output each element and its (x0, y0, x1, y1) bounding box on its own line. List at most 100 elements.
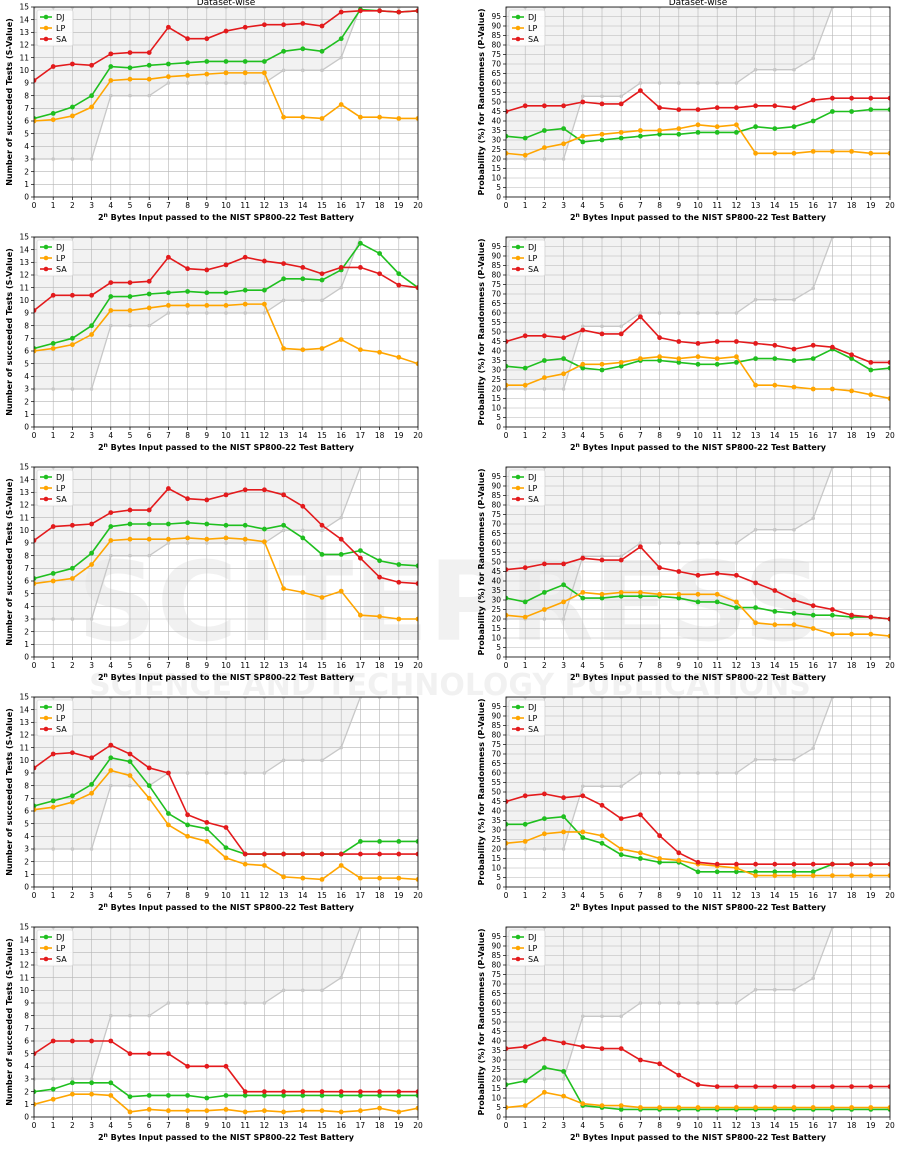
reference-point (869, 697, 873, 699)
reference-point (243, 311, 247, 315)
x-tick-label: 1 (523, 661, 528, 670)
data-point-dj (127, 759, 133, 764)
data-point-dj (580, 139, 586, 145)
reference-point (262, 927, 267, 929)
reference-point (358, 237, 363, 239)
reference-point (320, 7, 324, 9)
data-point-sa (599, 101, 605, 107)
x-tick-label: 4 (580, 1121, 585, 1130)
reference-point (734, 237, 739, 239)
data-point-dj (281, 1093, 286, 1098)
data-point-lp (204, 303, 210, 308)
reference-point (301, 528, 305, 533)
data-point-sa (338, 9, 344, 15)
y-tick-label: 0 (496, 193, 501, 202)
y-tick-label: 20 (491, 1075, 501, 1084)
y-tick-label: 6 (24, 807, 29, 816)
data-point-sa (753, 341, 758, 346)
data-point-dj (657, 859, 662, 865)
data-point-sa (204, 497, 210, 503)
y-tick-label: 55 (491, 88, 501, 97)
data-point-sa (599, 1046, 605, 1051)
data-point-lp (262, 1108, 267, 1114)
x-tick-label: 6 (619, 201, 624, 210)
data-point-dj (377, 839, 382, 844)
y-tick-label: 10 (19, 986, 29, 995)
data-point-sa (830, 1084, 835, 1089)
x-tick-label: 8 (657, 891, 662, 900)
data-point-sa (791, 861, 797, 867)
legend-label-dj: DJ (528, 13, 537, 22)
data-point-sa (242, 851, 248, 857)
y-tick-label: 95 (491, 242, 501, 251)
data-point-lp (300, 347, 306, 353)
reference-point (185, 1001, 190, 1005)
data-point-lp (580, 829, 586, 835)
legend: DJ LP SA (508, 239, 546, 277)
reference-point (262, 311, 267, 315)
data-point-dj (146, 1093, 152, 1098)
reference-point (89, 157, 94, 161)
reference-point (506, 617, 508, 621)
x-tick-label: 9 (204, 661, 209, 670)
data-point-sa (599, 802, 605, 808)
data-point-dj (223, 522, 229, 528)
data-point-lp (542, 831, 547, 837)
reference-point (109, 237, 113, 239)
y-tick-label: 95 (491, 932, 501, 941)
data-point-sa (89, 292, 94, 298)
data-point-dj (599, 595, 605, 601)
x-tick-label: 3 (561, 431, 566, 440)
data-point-dj (810, 612, 816, 618)
data-point-dj (542, 1065, 547, 1070)
reference-point (281, 68, 286, 73)
data-point-sa (830, 95, 835, 101)
data-point-sa (70, 1038, 75, 1044)
data-point-lp (34, 581, 37, 586)
data-point-dj (166, 61, 171, 67)
reference-point (301, 237, 305, 239)
reference-point (506, 1077, 508, 1081)
reference-point (301, 7, 305, 9)
reference-point (542, 847, 547, 851)
reference-point (753, 527, 758, 532)
x-tick-label: 16 (336, 201, 346, 210)
reference-point (506, 157, 508, 161)
data-point-sa (223, 825, 229, 830)
data-point-dj (618, 1107, 624, 1112)
data-point-dj (127, 294, 133, 299)
y-tick-label: 70 (491, 520, 501, 529)
data-point-sa (146, 1051, 152, 1057)
reference-point (849, 237, 854, 239)
x-tick-label: 9 (676, 1121, 681, 1130)
reference-point (715, 467, 719, 469)
data-point-sa (377, 1089, 382, 1095)
data-point-sa (580, 555, 586, 561)
data-point-dj (791, 610, 797, 616)
reference-point (657, 697, 662, 699)
plot-area (506, 7, 890, 197)
data-point-lp (185, 833, 191, 839)
x-tick-label: 5 (600, 891, 605, 900)
y-tick-label: 0 (24, 883, 29, 892)
data-point-sa (415, 1089, 418, 1095)
y-tick-label: 11 (19, 973, 29, 982)
legend: DJ LP SA (36, 9, 74, 47)
x-tick-label: 0 (504, 891, 509, 900)
reference-point (301, 758, 305, 763)
x-tick-label: 18 (375, 1121, 385, 1130)
data-point-lp (166, 303, 171, 308)
y-axis-label: Probability (%) for Randomness (P-Value) (477, 468, 486, 655)
legend-marker-sa (43, 726, 49, 732)
data-point-lp (522, 614, 528, 620)
data-point-dj (506, 133, 509, 139)
data-point-sa (506, 339, 509, 344)
x-tick-label: 8 (657, 661, 662, 670)
data-point-sa (657, 833, 662, 839)
reference-point (301, 697, 305, 699)
x-tick-label: 2 (70, 891, 75, 900)
data-point-dj (50, 1086, 56, 1092)
data-point-sa (185, 812, 191, 818)
x-tick-label: 13 (279, 891, 289, 900)
data-point-lp (561, 599, 566, 605)
